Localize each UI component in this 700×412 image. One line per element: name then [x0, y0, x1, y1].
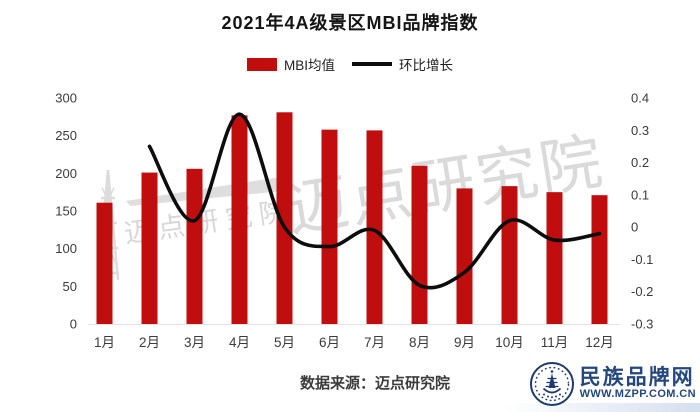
- y-tick-right-0.4: 0.4: [631, 91, 649, 106]
- y-tick-right-0: 0: [631, 220, 638, 235]
- legend-label-growth: 环比增长: [399, 58, 453, 73]
- legend-bar-swatch-icon: [246, 57, 277, 71]
- x-tick-2月: 2月: [139, 335, 160, 350]
- y-tick-left-100: 100: [55, 241, 77, 256]
- x-tick-10月: 10月: [495, 335, 524, 350]
- x-tick-7月: 7月: [364, 335, 385, 350]
- bar-2月: [141, 172, 158, 324]
- x-tick-3月: 3月: [184, 335, 205, 350]
- legend-line-swatch-icon: [352, 62, 392, 66]
- brand-url: WWW.MZPP.COM.CN: [579, 388, 696, 401]
- bar-5月: [276, 112, 293, 325]
- y-tick-right-0.1: 0.1: [631, 187, 649, 202]
- y-tick-right--0.2: -0.2: [631, 284, 653, 299]
- brand-emblem-icon: [529, 362, 574, 406]
- y-tick-right-0.3: 0.3: [631, 123, 649, 138]
- chart-title: 2021年4A级景区MBI品牌指数: [221, 13, 479, 33]
- y-tick-right--0.3: -0.3: [631, 317, 653, 332]
- logo-background-strip: [505, 403, 700, 412]
- legend: MBI均值 环比增长: [0, 54, 700, 74]
- bar-8月: [411, 165, 428, 324]
- y-tick-left-0: 0: [70, 317, 77, 332]
- x-tick-11月: 11月: [541, 335, 569, 350]
- brand-logo: 民族品牌网 WWW.MZPP.COM.CN: [529, 361, 696, 407]
- bar-7月: [366, 130, 383, 324]
- bar-4月: [231, 115, 248, 325]
- x-tick-12月: 12月: [585, 335, 614, 350]
- bar-10月: [501, 186, 518, 324]
- y-tick-left-200: 200: [55, 166, 77, 181]
- bar-11月: [546, 192, 563, 324]
- bar-1月: [96, 202, 113, 324]
- y-tick-left-250: 250: [55, 128, 77, 143]
- y-tick-right-0.2: 0.2: [631, 155, 649, 170]
- x-tick-8月: 8月: [409, 335, 430, 350]
- bar-3月: [186, 168, 203, 324]
- x-tick-4月: 4月: [229, 335, 250, 350]
- bar-9月: [456, 188, 473, 324]
- brand-name: 民族品牌网: [579, 366, 695, 390]
- bar-12月: [591, 195, 608, 324]
- data-source-text: 数据来源：迈点研究院: [299, 375, 450, 392]
- x-tick-1月: 1月: [94, 335, 115, 350]
- x-tick-9月: 9月: [454, 335, 475, 350]
- growth-line: [147, 112, 602, 290]
- legend-label-mbi: MBI均值: [283, 58, 335, 73]
- y-tick-left-300: 300: [55, 91, 77, 106]
- y-tick-right--0.1: -0.1: [631, 252, 653, 267]
- bar-6月: [321, 129, 338, 324]
- y-tick-left-150: 150: [55, 204, 77, 219]
- y-tick-left-50: 50: [63, 279, 77, 294]
- x-tick-6月: 6月: [319, 335, 340, 350]
- x-tick-5月: 5月: [274, 335, 295, 350]
